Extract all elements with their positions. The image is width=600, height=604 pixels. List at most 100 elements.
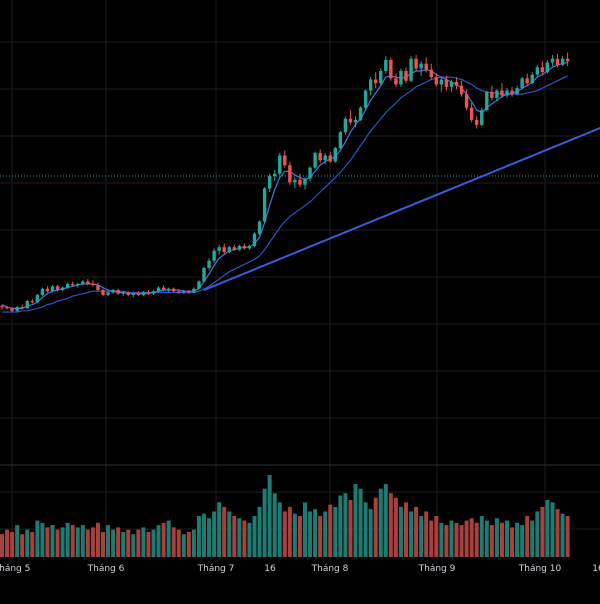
candle-body xyxy=(262,188,267,222)
volume-bar xyxy=(383,484,388,557)
volume-bar xyxy=(10,531,15,557)
candle-body xyxy=(247,245,252,249)
candle-body xyxy=(278,155,282,174)
x-tick-label: Tháng 8 xyxy=(311,564,349,574)
candle-body xyxy=(464,94,469,108)
volume-bar xyxy=(287,506,292,557)
candle-body xyxy=(525,78,529,84)
volume-bar xyxy=(227,511,232,557)
candle-body xyxy=(293,179,297,183)
volume-bar xyxy=(161,522,166,557)
volume-bar xyxy=(545,500,550,557)
volume-bar xyxy=(75,527,80,557)
candle-body xyxy=(10,308,14,311)
candle-body xyxy=(475,119,479,125)
candle-body xyxy=(480,110,484,125)
candle-body xyxy=(313,152,317,168)
candle-body xyxy=(60,287,65,291)
candle-body xyxy=(520,78,524,89)
candle-body xyxy=(187,291,191,293)
candle-body xyxy=(424,63,428,70)
volume-bar xyxy=(550,502,555,557)
volume-bar xyxy=(90,527,95,557)
volume-bar xyxy=(560,513,565,557)
candle-body xyxy=(545,62,550,73)
candle-body xyxy=(449,81,454,87)
volume-bar xyxy=(262,488,267,557)
candle-body xyxy=(459,85,464,95)
candle-body xyxy=(394,78,398,85)
volume-bar xyxy=(393,497,398,557)
volume-bar xyxy=(388,493,393,557)
volume-bar xyxy=(499,522,504,557)
x-tick-label: Tháng 5 xyxy=(0,564,30,574)
candle-body xyxy=(161,287,166,291)
volume-bar xyxy=(176,529,181,557)
volume-bar xyxy=(166,520,171,557)
volume-bar xyxy=(257,506,262,557)
candle-body xyxy=(136,293,141,295)
candle-body xyxy=(560,58,565,65)
volume-bar xyxy=(111,529,116,557)
volume-bar xyxy=(424,511,429,557)
candle-body xyxy=(40,288,45,295)
volume-bar xyxy=(419,516,424,557)
volume-bar xyxy=(353,484,358,557)
candle-body xyxy=(166,288,171,291)
volume-bar xyxy=(429,520,434,557)
volume-bar xyxy=(277,502,282,557)
trendline xyxy=(203,127,600,291)
volume-bar xyxy=(116,527,121,557)
volume-bar xyxy=(464,520,469,557)
volume-bar xyxy=(459,525,464,557)
volume-bar xyxy=(186,531,191,557)
volume-bar xyxy=(308,511,313,557)
candle-body xyxy=(323,155,327,161)
volume-bar xyxy=(252,516,257,557)
volume-bar xyxy=(520,525,525,557)
candle-body xyxy=(530,74,534,84)
candle-body xyxy=(35,294,40,303)
volume-bar xyxy=(237,518,242,557)
volume-bar xyxy=(378,488,383,557)
candle-body xyxy=(177,291,181,293)
candle-body xyxy=(404,70,408,81)
volume-bar xyxy=(196,516,201,557)
candle-body xyxy=(5,307,9,309)
candle-body xyxy=(444,79,449,87)
volume-bar xyxy=(30,531,35,557)
volume-bar xyxy=(489,525,494,557)
candle-body xyxy=(121,292,125,294)
candle-body xyxy=(379,70,383,84)
volume-bar xyxy=(510,527,515,557)
volume-bar xyxy=(318,516,323,557)
candle-body xyxy=(141,292,146,295)
volume-bar xyxy=(469,518,474,557)
candle-body xyxy=(227,247,231,253)
volume-bar xyxy=(126,529,131,557)
candle-body xyxy=(96,285,100,291)
volume-bar xyxy=(565,516,570,557)
volume-bar xyxy=(131,534,136,557)
volume-bar xyxy=(242,520,247,557)
candle-body xyxy=(126,292,130,295)
candle-body xyxy=(30,301,34,303)
volume-bar xyxy=(525,516,530,557)
candle-body xyxy=(207,260,211,268)
volume-bar xyxy=(15,525,20,557)
volume-bar xyxy=(202,513,206,557)
volume-bar xyxy=(181,534,186,557)
candle-body xyxy=(202,267,206,282)
candle-body xyxy=(20,307,24,309)
volume-bar xyxy=(5,529,10,557)
candle-body xyxy=(76,283,80,286)
volume-bar xyxy=(409,511,414,557)
volume-bar xyxy=(555,509,560,557)
candle-body xyxy=(389,59,393,79)
volume-bar xyxy=(494,518,499,557)
volume-bar xyxy=(535,511,540,557)
volume-bar xyxy=(454,522,459,557)
